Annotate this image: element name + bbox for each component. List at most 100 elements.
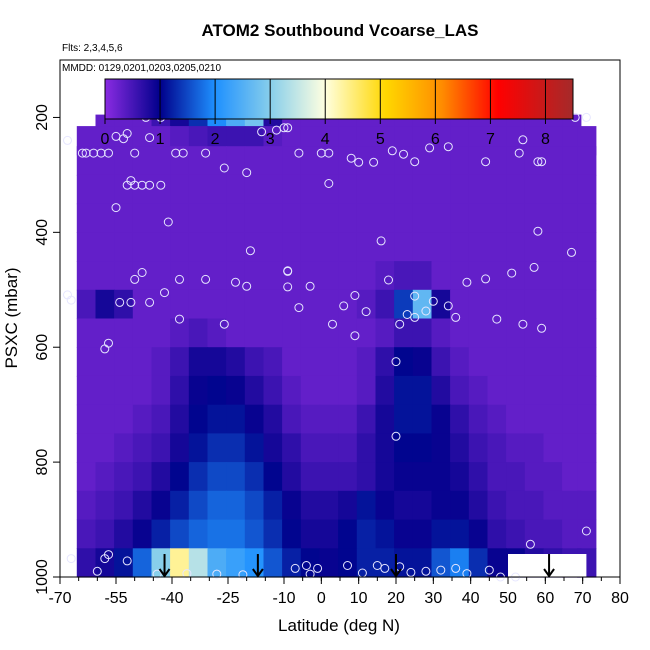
- heatmap-cell: [76, 433, 97, 463]
- heatmap-cell: [524, 433, 545, 463]
- heatmap-cell: [76, 548, 97, 578]
- heatmap-cell: [170, 404, 190, 434]
- heatmap-cell: [282, 347, 302, 377]
- heatmap-cell: [487, 203, 507, 233]
- heatmap-cell: [431, 519, 451, 549]
- heatmap-cell: [300, 375, 321, 406]
- heatmap-cell: [468, 490, 489, 521]
- heatmap-cell: [487, 519, 507, 549]
- x-tick-label: -25: [216, 590, 239, 607]
- heatmap-cell: [244, 146, 265, 176]
- x-tick-label: 0: [317, 590, 326, 607]
- heatmap-cell: [207, 261, 227, 291]
- heatmap-cell: [319, 146, 339, 176]
- heatmap-cell: [577, 462, 597, 492]
- heatmap-cell: [524, 289, 545, 320]
- heatmap-cell: [300, 146, 321, 176]
- heatmap-cell: [282, 232, 302, 262]
- heatmap-cell: [375, 490, 395, 521]
- heatmap-cell: [412, 203, 433, 233]
- heatmap-cell: [431, 318, 451, 348]
- heatmap-cell: [95, 232, 115, 262]
- heatmap-cell: [95, 375, 115, 406]
- heatmap-cell: [76, 232, 97, 262]
- heatmap-cell: [450, 174, 470, 205]
- heatmap-cell: [95, 404, 115, 434]
- heatmap-cell: [524, 490, 545, 521]
- observation-point: [242, 168, 252, 178]
- heatmap-cell: [207, 519, 227, 549]
- heatmap-cell: [319, 375, 339, 406]
- heatmap-cell: [562, 404, 582, 434]
- heatmap-cell: [319, 318, 339, 348]
- heatmap-cell: [577, 490, 597, 521]
- heatmap-cell: [188, 433, 209, 463]
- heatmap-cell: [450, 203, 470, 233]
- heatmap-cell: [450, 289, 470, 320]
- observation-point: [301, 561, 311, 570]
- heatmap-cell: [577, 519, 597, 549]
- heatmap-cell: [431, 548, 451, 578]
- heatmap-cell: [207, 146, 227, 176]
- observation-point: [339, 301, 349, 311]
- heatmap-cell: [188, 318, 209, 348]
- x-axis-label: Latitude (deg N): [278, 616, 400, 635]
- heatmap-cell: [524, 203, 545, 233]
- y-tick-label: 600: [34, 334, 51, 361]
- heatmap-cell: [431, 433, 451, 463]
- observation-point: [525, 539, 535, 549]
- heatmap-cell: [151, 232, 171, 262]
- observation-point: [283, 266, 293, 276]
- heatmap-cell: [487, 433, 507, 463]
- heatmap-cell: [132, 548, 153, 578]
- heatmap-cell: [151, 375, 171, 406]
- heatmap-cell: [338, 347, 358, 377]
- heatmap-cell: [375, 146, 395, 176]
- heatmap-cell: [226, 519, 246, 549]
- heatmap-cell: [114, 519, 134, 549]
- observation-point: [201, 274, 211, 284]
- heatmap-cell: [338, 174, 358, 205]
- heatmap-cell: [244, 318, 265, 348]
- heatmap-cell: [468, 404, 489, 434]
- observation-point: [402, 310, 412, 319]
- heatmap-cell: [543, 490, 563, 521]
- heatmap-cell: [188, 289, 209, 320]
- heatmap-cell: [207, 174, 227, 205]
- heatmap-cell: [282, 146, 302, 176]
- heatmap-cell: [207, 289, 227, 320]
- heatmap-cell: [207, 548, 227, 578]
- heatmap-cell: [338, 375, 358, 406]
- observation-point: [126, 297, 136, 307]
- heatmap-cell: [506, 289, 526, 320]
- heatmap-cell: [506, 174, 526, 205]
- heatmap-cell: [151, 261, 171, 291]
- heatmap-cell: [524, 375, 545, 406]
- heatmap-cell: [543, 289, 563, 320]
- heatmap-cell: [132, 347, 153, 377]
- heatmap-cell: [132, 433, 153, 463]
- observation-point: [294, 303, 304, 313]
- colorbar-tick-label: 7: [486, 131, 495, 148]
- observation-point: [294, 148, 304, 158]
- heatmap-cell: [394, 375, 414, 406]
- heatmap-cell: [188, 146, 209, 176]
- heatmap-cell: [506, 404, 526, 434]
- heatmap-cell: [543, 318, 563, 348]
- heatmap-cell: [356, 433, 377, 463]
- heatmap-cell: [356, 490, 377, 521]
- heatmap-cell: [450, 490, 470, 521]
- heatmap-cell: [468, 519, 489, 549]
- flight-arrows: [158, 554, 555, 578]
- observation-point: [443, 301, 453, 311]
- heatmap-cell: [300, 203, 321, 233]
- observation-point: [283, 123, 293, 133]
- heatmap-cell: [226, 146, 246, 176]
- heatmap-cell: [450, 232, 470, 262]
- observation-point: [518, 319, 528, 329]
- heatmap-cell: [114, 146, 134, 176]
- observation-point: [283, 282, 293, 292]
- heatmap-cell: [95, 174, 115, 205]
- heatmap-cell: [319, 174, 339, 205]
- heatmap-cell: [524, 404, 545, 434]
